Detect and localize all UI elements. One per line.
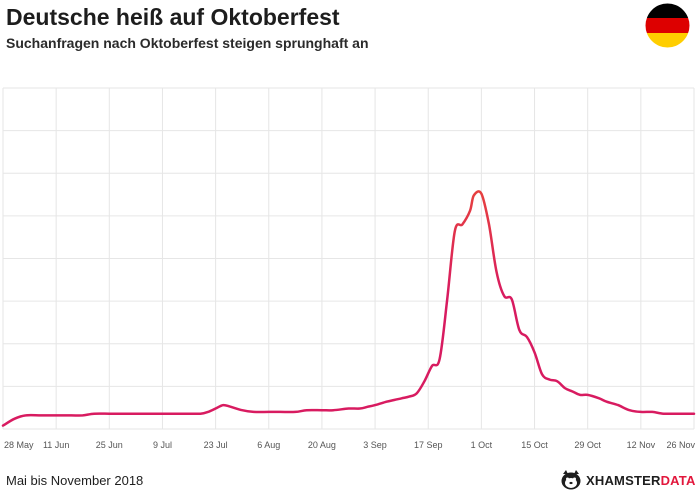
x-tick-label: 11 Jun [43,440,69,450]
x-tick-label: 25 Jun [96,440,123,450]
x-tick-label: 9 Jul [153,440,172,450]
x-tick-label: 28 May [4,440,34,450]
x-tick-label: 6 Aug [257,440,280,450]
x-tick-label: 17 Sep [414,440,443,450]
chart-grid [2,87,695,430]
germany-flag-icon [645,3,690,48]
brand-text: XHAMSTERDATA [586,472,696,488]
search-trend-line [1,190,696,427]
hamster-logo-icon [561,470,581,490]
x-tick-label: 3 Sep [363,440,387,450]
line-chart: 28 May 11 Jun 25 Jun 9 Jul 23 Jul 6 Aug 20 Aug… [1,87,696,450]
x-tick-label: 23 Jul [204,440,228,450]
x-tick-label: 12 Nov [627,440,656,450]
chart-subtitle: Suchanfragen nach Oktoberfest steigen sp… [6,35,369,51]
brand-logo: XHAMSTERDATA [559,468,696,492]
x-tick-label: 1 Oct [471,440,493,450]
period-label: Mai bis November 2018 [6,473,144,488]
x-axis-ticks: 28 May 11 Jun 25 Jun 9 Jul 23 Jul 6 Aug 20 Aug… [4,440,695,450]
x-tick-label: 20 Aug [308,440,336,450]
chart-title: Deutsche heiß auf Oktoberfest [6,4,340,30]
x-tick-label: 26 Nov [666,440,695,450]
x-tick-label: 29 Oct [574,440,601,450]
x-tick-label: 15 Oct [521,440,548,450]
